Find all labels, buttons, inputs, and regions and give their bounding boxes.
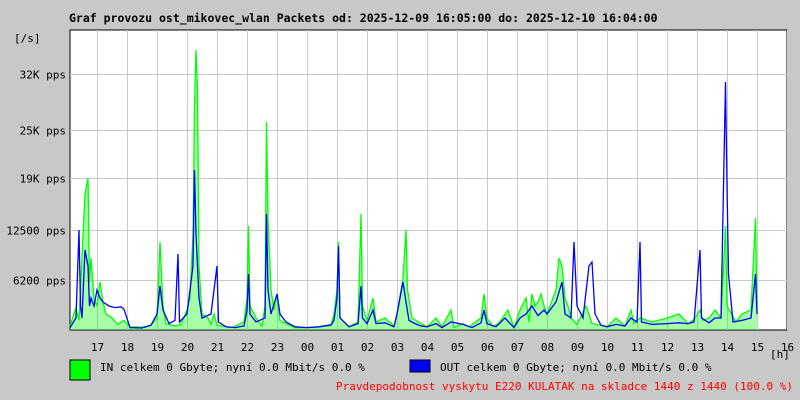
x-tick-label: 14 (721, 341, 735, 354)
series-line-in (69, 49, 758, 330)
series-line-out (69, 81, 758, 329)
y-tick-label: 32K pps (20, 69, 66, 82)
x-axis-unit: [h] (770, 348, 790, 361)
x-tick-label: 23 (271, 341, 284, 354)
y-tick-label: 19K pps (20, 173, 66, 186)
x-tick-labels: 17 18 19 20 21 22 23 00 01 02 03 04 05 06 07 08 09 10 11 12… (91, 341, 794, 354)
x-tick-label: 09 (571, 341, 584, 354)
x-tick-label: 17 (91, 341, 104, 354)
x-tick-label: 18 (121, 341, 134, 354)
series-layer (69, 49, 758, 330)
x-tick-label: 11 (631, 341, 644, 354)
x-tick-label: 07 (511, 341, 524, 354)
x-tick-label: 13 (691, 341, 704, 354)
x-tick-label: 19 (151, 341, 164, 354)
y-tick-label: 25K pps (20, 125, 66, 138)
legend-in-text: IN celkem 0 Gbyte; nyní 0.0 Mbit/s 0.0 % (100, 361, 365, 374)
x-tick-label: 03 (391, 341, 404, 354)
x-tick-label: 02 (361, 341, 374, 354)
y-tick-label: 6200 pps (13, 275, 66, 288)
y-axis-unit: [/s] (14, 32, 41, 45)
x-tick-label: 00 (301, 341, 314, 354)
x-tick-label: 10 (601, 341, 614, 354)
chart-title: Graf provozu ost_mikovec_wlan Packets od… (69, 11, 658, 26)
x-tick-label: 06 (481, 341, 494, 354)
x-tick-label: 22 (241, 341, 254, 354)
x-tick-label: 21 (211, 341, 224, 354)
x-tick-label: 20 (181, 341, 194, 354)
x-tick-label: 12 (661, 341, 674, 354)
legend-out-swatch (409, 359, 431, 373)
x-tick-label: 15 (751, 341, 764, 354)
x-tick-label: 05 (451, 341, 464, 354)
legend-in-swatch (69, 359, 91, 381)
grid (70, 30, 788, 330)
warning-text: Pravdepodobnost vyskytu E220 KULATAK na … (336, 380, 793, 393)
x-tick-label: 16 (781, 341, 794, 354)
x-tick-label: 01 (331, 341, 344, 354)
y-tick-label: 12500 pps (6, 225, 66, 238)
x-tick-label: 08 (541, 341, 554, 354)
x-tick-label: 04 (421, 341, 435, 354)
legend-out-text: OUT celkem 0 Gbyte; nyní 0.0 Mbit/s 0.0 … (440, 361, 712, 374)
y-tick-labels: 6200 pps 12500 pps 19K pps 25K pps 32K pps (6, 69, 66, 288)
